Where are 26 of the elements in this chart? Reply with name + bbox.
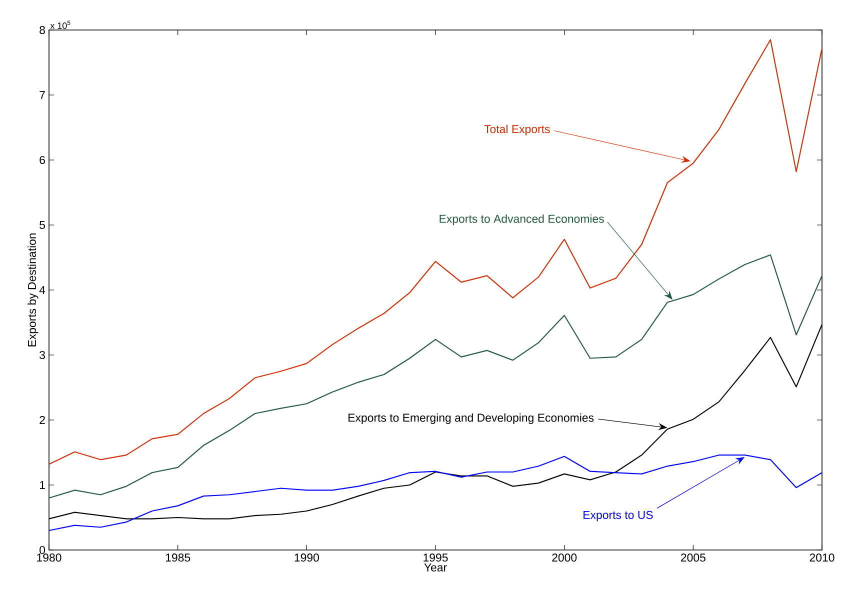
text: Exports to US (584, 510, 653, 522)
text: x 10$^{5}$ (50, 20, 70, 29)
y-tick-label: 6 (40, 156, 45, 164)
y-tick-label: 4 (39, 286, 46, 294)
x-tick-label: 1985 (166, 554, 190, 562)
y-tick-label: 8 (40, 26, 45, 34)
x-tick-label: 1995 (424, 554, 448, 562)
y-axis-title: Exports by Destination (28, 233, 38, 346)
line-series (48, 254, 823, 499)
x-tick-label: 1980 (37, 554, 62, 562)
text: Exports to Advanced Economies (440, 214, 604, 226)
y-tick-label: 2 (40, 416, 45, 424)
x-axis-title: Year (424, 563, 447, 572)
text: Total Exports (484, 124, 550, 136)
line-series (48, 39, 823, 465)
x-tick-label: 2000 (552, 554, 577, 562)
x-tick-label: 2005 (681, 554, 706, 562)
y-tick-label: 1 (40, 481, 45, 489)
x-tick-label: 2010 (810, 554, 834, 562)
x-tick-label: 1990 (294, 554, 319, 562)
y-tick-label: 5 (40, 221, 45, 229)
text: Exports to Emerging and Developing Economies (348, 413, 594, 424)
y-tick-label: 7 (40, 91, 45, 99)
y-tick-label: 0 (40, 546, 46, 554)
line-series (48, 454, 823, 532)
y-tick-label: 3 (40, 350, 45, 360)
